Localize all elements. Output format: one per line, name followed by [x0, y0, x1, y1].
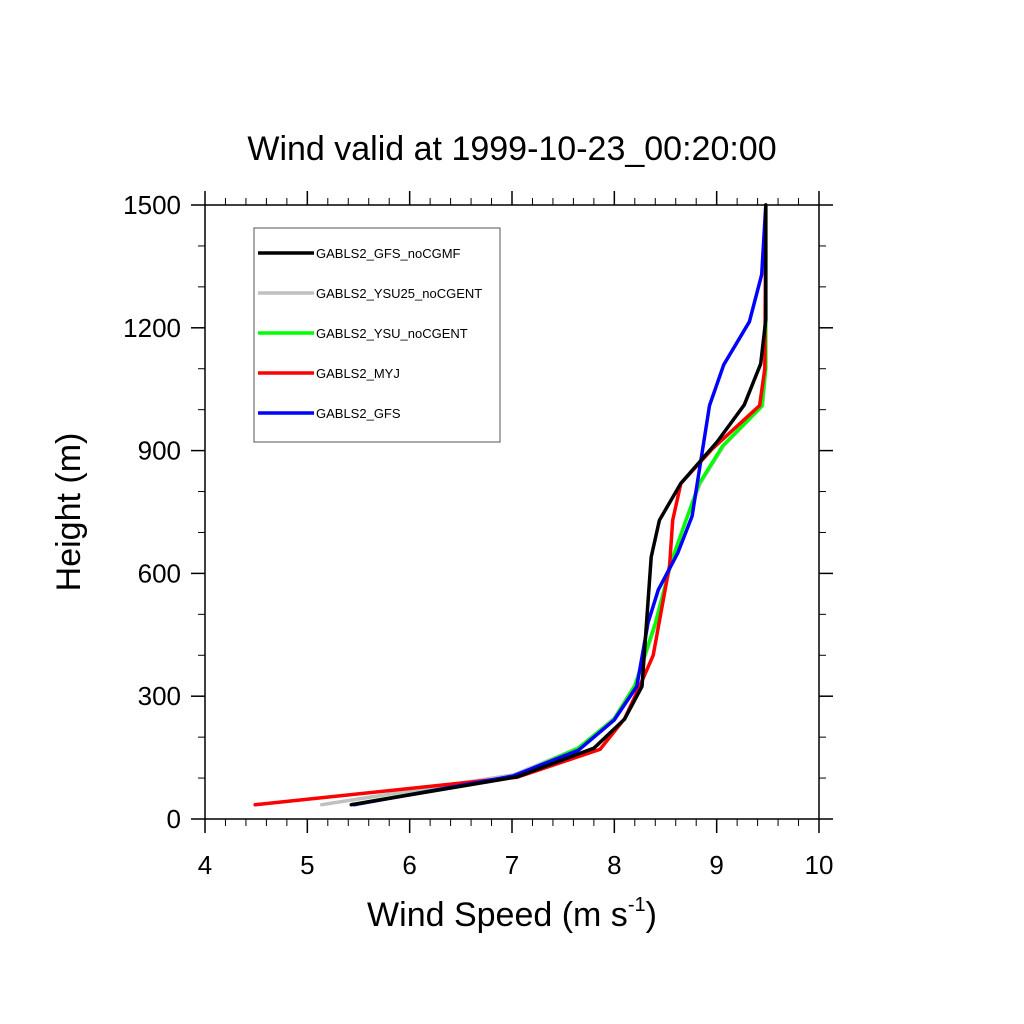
x-tick-label: 6 — [402, 850, 416, 880]
y-tick-label: 1200 — [123, 313, 181, 343]
legend-label-5: GABLS2_GFS — [316, 406, 401, 421]
x-tick-label: 4 — [198, 850, 212, 880]
x-axis-label-main: Wind Speed (m s — [367, 896, 628, 934]
series-line-5 — [352, 203, 768, 807]
legend: GABLS2_GFS_noCGMF GABLS2_YSU25_noCGENT GAB… — [253, 227, 501, 443]
legend-label-3: GABLS2_YSU_noCGENT — [316, 326, 468, 341]
x-tick-label: 5 — [300, 850, 314, 880]
x-axis-label: Wind Speed (m s-1) — [367, 894, 657, 934]
legend-label-1: GABLS2_GFS_noCGMF — [316, 246, 461, 261]
y-tick-label: 900 — [138, 436, 181, 466]
series-lines — [253, 203, 768, 807]
legend-label-4: GABLS2_MYJ — [316, 366, 400, 381]
x-tick-label: 10 — [805, 850, 834, 880]
legend-frame — [253, 227, 501, 443]
y-tick-label: 1500 — [123, 190, 181, 220]
x-axis-label-suffix: ) — [646, 896, 657, 934]
chart-title: Wind valid at 1999-10-23_00:20:00 — [247, 130, 776, 168]
legend-label-2: GABLS2_YSU25_noCGENT — [316, 286, 482, 301]
y-tick-label: 600 — [138, 558, 181, 588]
x-tick-label: 8 — [607, 850, 621, 880]
y-tick-label: 0 — [167, 804, 181, 834]
x-axis-label-superscript: -1 — [628, 894, 646, 916]
y-tick-label: 300 — [138, 681, 181, 711]
series-line-1 — [349, 203, 768, 807]
x-tick-label: 7 — [505, 850, 519, 880]
y-axis-label: Height (m) — [50, 433, 88, 592]
axis-ticks — [191, 191, 833, 833]
x-tick-label: 9 — [709, 850, 723, 880]
legend-items: GABLS2_GFS_noCGMF GABLS2_YSU25_noCGENT GAB… — [258, 246, 482, 421]
axis-tick-labels: 4 5 6 7 8 9 10 0 300 600 900 1200 1500 — [123, 190, 833, 880]
